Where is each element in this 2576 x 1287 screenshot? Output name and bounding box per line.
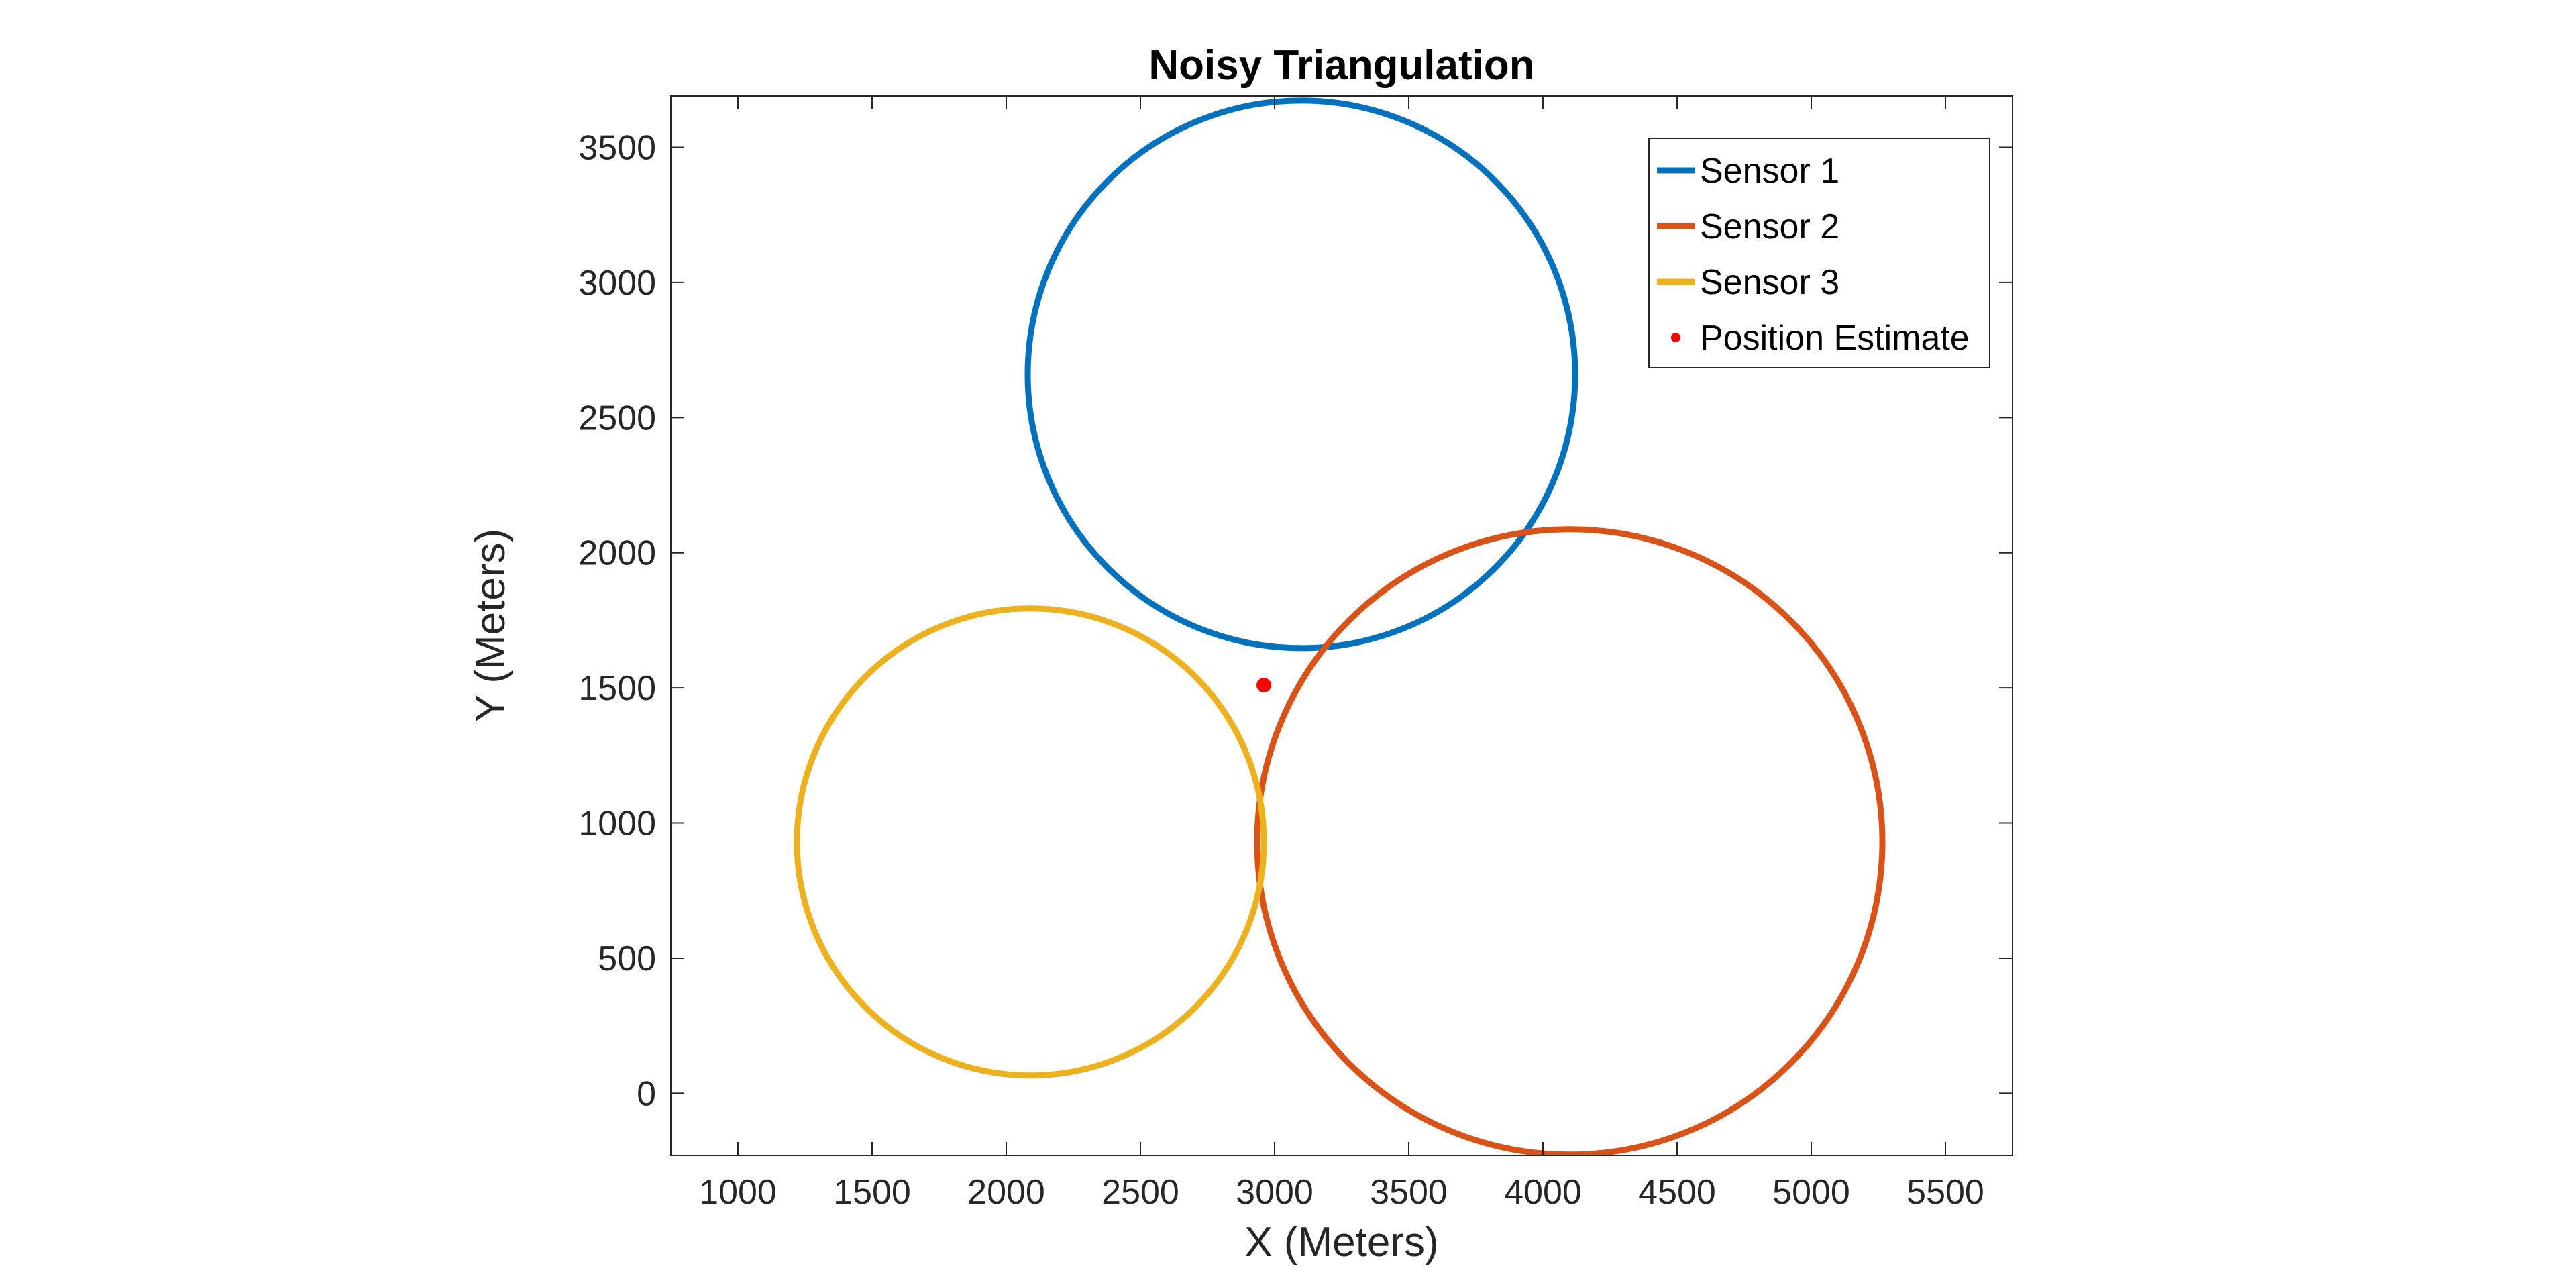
x-tick-label: 4000	[1504, 1173, 1582, 1212]
y-tick-label: 1500	[578, 669, 656, 708]
y-tick-label: 0	[637, 1074, 656, 1113]
x-axis-label: X (Meters)	[1244, 1219, 1438, 1266]
plot-frame	[670, 95, 2013, 1156]
y-tick-label: 1000	[578, 805, 656, 843]
legend-label-4: Position Estimate	[1700, 319, 1970, 358]
x-tick-label: 1500	[833, 1173, 911, 1212]
legend-swatch-point	[1671, 333, 1680, 342]
x-tick-label: 2000	[967, 1173, 1045, 1212]
series-circle-1	[1024, 97, 1578, 652]
legend-label-2: Sensor 2	[1700, 207, 1839, 246]
legend-label-1: Sensor 1	[1700, 152, 1839, 191]
position-estimate-point	[1256, 678, 1271, 693]
x-tick-label: 5500	[1907, 1173, 1984, 1212]
y-axis-label: Y (Meters)	[468, 529, 514, 722]
x-tick-label: 5000	[1772, 1173, 1850, 1212]
legend: Sensor 1 Sensor 2 Sensor 3 Position Estimat…	[1648, 138, 1990, 368]
x-tick-label: 4500	[1638, 1173, 1716, 1212]
x-tick-label: 3500	[1370, 1173, 1448, 1212]
legend-box	[1648, 138, 1990, 368]
y-tick-label: 3500	[578, 129, 656, 168]
series-circle-2	[1254, 526, 1886, 1155]
x-tick-label: 3000	[1236, 1173, 1313, 1212]
chart-title: Noisy Triangulation	[1148, 42, 1534, 89]
legend-label-3: Sensor 3	[1700, 263, 1839, 302]
y-tick-label: 3000	[578, 264, 656, 303]
y-tick-label: 500	[598, 939, 656, 978]
y-tick-label: 2500	[578, 399, 656, 437]
x-tick-label: 2500	[1102, 1173, 1179, 1212]
series-circle-3	[794, 605, 1267, 1079]
y-tick-label: 2000	[578, 534, 656, 573]
x-tick-label: 1000	[699, 1173, 777, 1212]
